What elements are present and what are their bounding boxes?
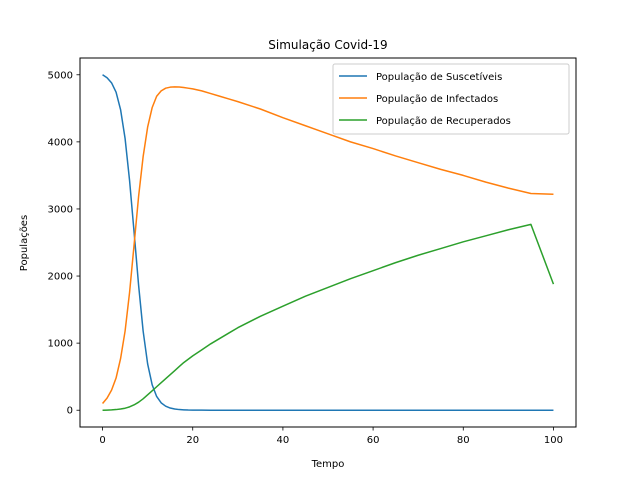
series-line-2 — [101, 86, 554, 405]
y-tick-label: 1000 — [48, 339, 73, 350]
x-tick-label: 100 — [544, 435, 563, 446]
legend-entry-1: População de Suscetíveis — [376, 71, 502, 83]
legend-box — [332, 63, 570, 135]
y-tick-label: 5000 — [48, 70, 73, 81]
series-line-1 — [102, 74, 554, 411]
y-axis-label: Populações — [19, 215, 30, 271]
x-tick-label: 40 — [277, 435, 290, 446]
y-tick-label: 4000 — [48, 137, 73, 148]
x-axis-label: Tempo — [311, 459, 345, 470]
legend: População de Suscetíveis População de Inf… — [332, 63, 570, 135]
chart-title: Simulação Covid-19 — [268, 38, 387, 52]
plot-frame — [79, 57, 577, 428]
x-tick-label: 20 — [186, 435, 199, 446]
y-tick-label: 0 — [67, 406, 73, 417]
x-tick-label: 0 — [99, 435, 105, 446]
x-tick-label: 80 — [457, 435, 470, 446]
series-line-3 — [102, 223, 555, 411]
plot-area — [101, 74, 555, 411]
y-tick-label: 2000 — [48, 272, 73, 283]
x-tick-label: 60 — [367, 435, 380, 446]
legend-entry-2: População de Infectados — [376, 94, 498, 105]
y-tick-label: 3000 — [48, 204, 73, 215]
legend-entry-3: População de Recuperados — [376, 116, 511, 127]
